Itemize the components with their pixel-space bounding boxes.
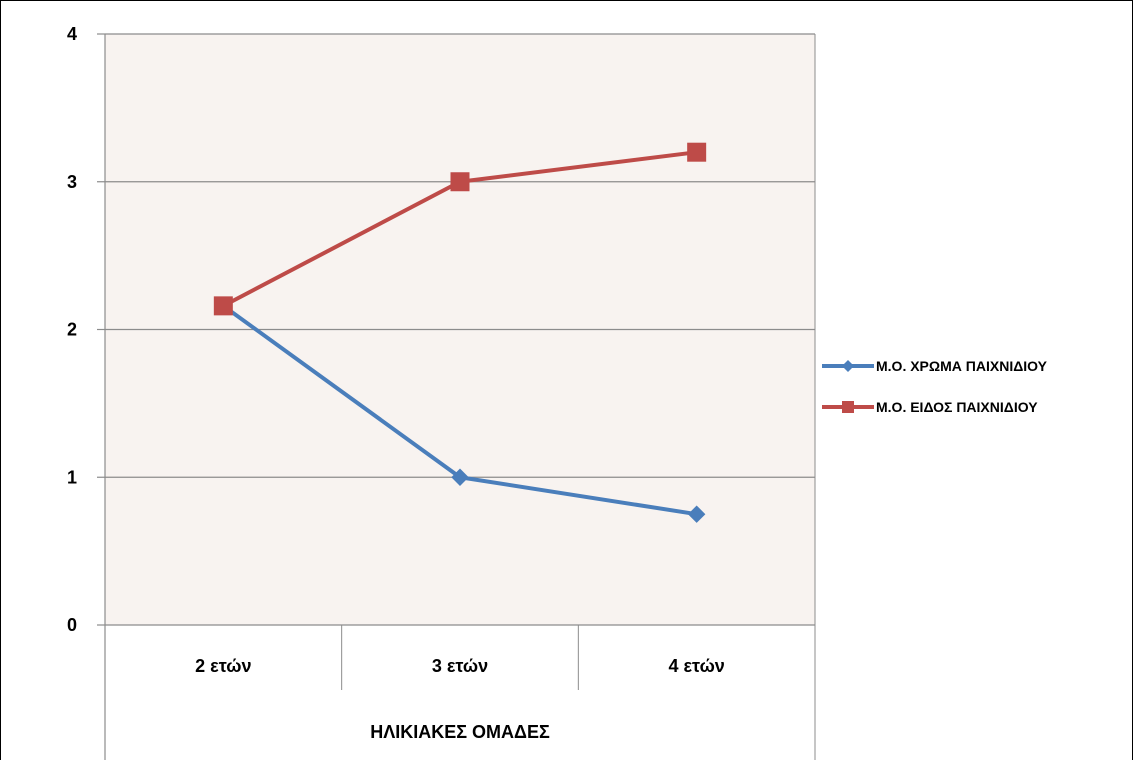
- data-point-diamond: [451, 468, 469, 486]
- x-tick-label: 3 ετών: [432, 656, 488, 676]
- x-group-label: ΗΛΙΚΙΑΚΕΣ ΟΜΑΔΕΣ: [370, 722, 550, 742]
- y-tick-label: 4: [67, 24, 77, 44]
- y-tick-label: 3: [67, 172, 77, 192]
- data-point-diamond: [687, 505, 706, 523]
- y-tick-label: 1: [67, 467, 77, 487]
- legend-label: Μ.Ο. ΧΡΩΜΑ ΠΑΙΧΝΙΔΙΟΥ: [876, 358, 1048, 374]
- data-point-square: [213, 296, 233, 316]
- y-tick-label: 2: [67, 320, 77, 340]
- data-point-square: [450, 172, 470, 192]
- data-point-square: [687, 142, 707, 162]
- x-tick-label: 4 ετών: [669, 656, 725, 676]
- legend-marker-square: [842, 401, 854, 413]
- legend-marker-diamond: [842, 360, 854, 372]
- x-tick-label: 2 ετών: [195, 656, 251, 676]
- legend-label: Μ.Ο. ΕΙΔΟΣ ΠΑΙΧΝΙΔΙΟΥ: [876, 399, 1038, 415]
- y-tick-label: 0: [67, 615, 77, 635]
